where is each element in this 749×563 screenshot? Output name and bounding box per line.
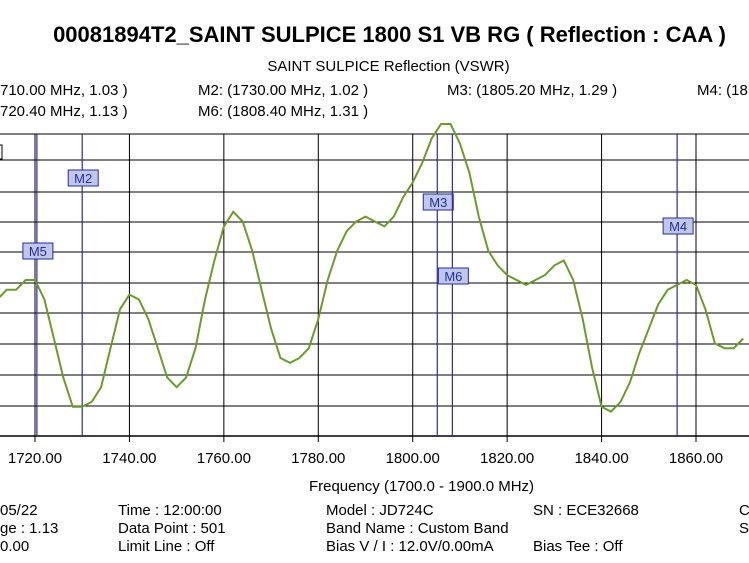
info-extra-2: S bbox=[739, 520, 749, 537]
info-sn: SN : ECE32668 bbox=[533, 502, 639, 519]
info-data-point: Data Point : 501 bbox=[118, 520, 226, 537]
info-extra-1: C bbox=[739, 502, 749, 519]
x-tick-label: 1800.00 bbox=[386, 450, 440, 467]
info-bias-tee: Bias Tee : Off bbox=[533, 538, 623, 555]
info-offset: 0.00 bbox=[0, 538, 30, 555]
info-time: Time : 12:00:00 bbox=[118, 502, 222, 519]
marker-m6-readout: M6: (1808.40 MHz, 1.31 ) bbox=[198, 103, 369, 120]
marker-m2-readout: M2: (1730.00 MHz, 1.02 ) bbox=[198, 82, 369, 99]
marker-flag-m3 bbox=[422, 193, 454, 211]
ref-level-box bbox=[0, 144, 3, 160]
marker-flag-text-m3: M3 bbox=[429, 195, 447, 210]
marker-flag-text-m2: M2 bbox=[74, 171, 92, 186]
marker-flag-m2 bbox=[67, 169, 99, 187]
info-vswr: ge : 1.13 bbox=[0, 520, 59, 537]
marker-flag-m5 bbox=[22, 242, 54, 260]
x-axis-label: Frequency (1700.0 - 1900.0 MHz) bbox=[308, 478, 535, 495]
x-tick-label: 1780.00 bbox=[291, 450, 345, 467]
marker-m4-readout: M4: (18 bbox=[697, 82, 748, 99]
info-band-name: Band Name : Custom Band bbox=[326, 520, 509, 537]
marker-m3-readout: M3: (1805.20 MHz, 1.29 ) bbox=[447, 82, 618, 99]
vswr-series-line bbox=[0, 123, 744, 413]
x-tick-label: 1740.00 bbox=[102, 450, 156, 467]
x-tick-label: 1860.00 bbox=[669, 450, 723, 467]
x-tick-label: 1840.00 bbox=[574, 450, 628, 467]
marker-flag-m4 bbox=[662, 217, 694, 235]
x-tick-label: 1820.00 bbox=[480, 450, 534, 467]
marker-flag-text-m5: M5 bbox=[29, 244, 47, 259]
info-limit-line: Limit Line : Off bbox=[118, 538, 215, 555]
chart-subtitle: SAINT SULPICE Reflection (VSWR) bbox=[267, 58, 510, 75]
info-date: 05/22 bbox=[0, 502, 38, 519]
x-tick-label: 1720.00 bbox=[8, 450, 62, 467]
marker-flag-text-m6: M6 bbox=[444, 269, 462, 284]
marker-m1-readout: 710.00 MHz, 1.03 ) bbox=[0, 82, 128, 99]
info-bias: Bias V / I : 12.0V/0.00mA bbox=[326, 538, 494, 555]
info-model: Model : JD724C bbox=[326, 502, 434, 519]
chart-title: 00081894T2_SAINT SULPICE 1800 S1 VB RG (… bbox=[53, 22, 726, 47]
marker-m5-readout: 720.40 MHz, 1.13 ) bbox=[0, 103, 128, 120]
marker-flag-text-m4: M4 bbox=[669, 219, 687, 234]
x-tick-label: 1760.00 bbox=[197, 450, 251, 467]
marker-flag-m6 bbox=[437, 267, 469, 285]
